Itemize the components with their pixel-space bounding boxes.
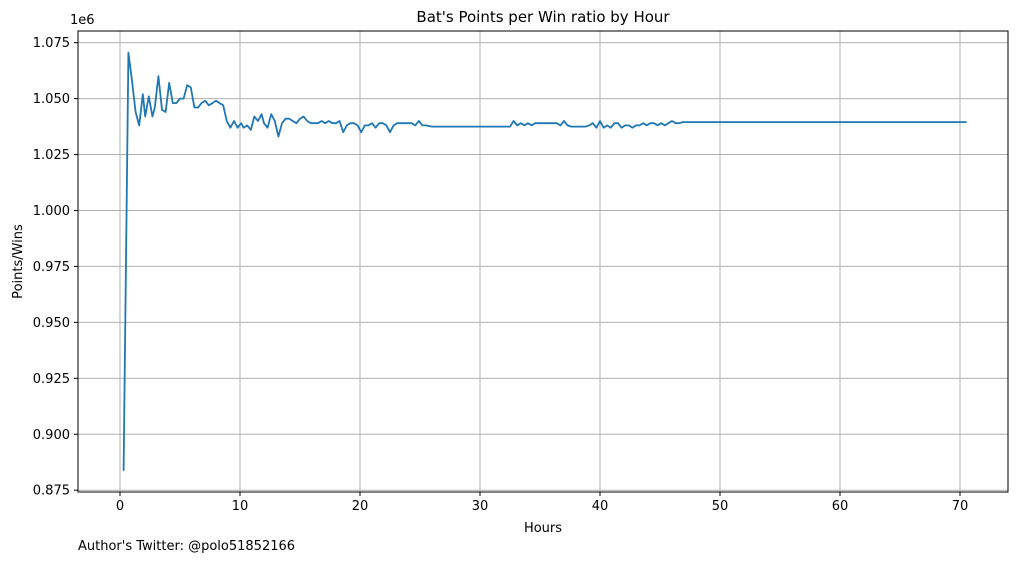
y-tick-label: 0.900 bbox=[33, 428, 70, 443]
y-tick-label: 1.000 bbox=[33, 204, 70, 219]
y-axis-title: Points/Wins bbox=[11, 224, 26, 299]
y-tick-label: 1.025 bbox=[33, 148, 70, 163]
x-tick-label: 20 bbox=[352, 499, 369, 514]
x-tick-label: 40 bbox=[592, 499, 609, 514]
x-tick-label: 60 bbox=[832, 499, 849, 514]
x-tick-label: 0 bbox=[116, 499, 124, 514]
y-tick-label: 1.050 bbox=[33, 92, 70, 107]
x-axis-title: Hours bbox=[524, 521, 562, 536]
plot-frame bbox=[77, 30, 1009, 493]
gridlines bbox=[78, 31, 1008, 492]
axis-ticks: 0 10 20 30 40 50 60 70 0.875 0.900 0.925 0.950 0.975… bbox=[33, 36, 968, 514]
series-layer bbox=[122, 51, 967, 472]
series-line bbox=[122, 51, 967, 472]
y-tick-label: 0.875 bbox=[33, 484, 70, 499]
chart-title: Bat's Points per Win ratio by Hour bbox=[416, 8, 670, 26]
y-tick-label: 1.075 bbox=[33, 36, 70, 51]
x-tick-label: 10 bbox=[232, 499, 249, 514]
x-tick-label: 70 bbox=[952, 499, 969, 514]
y-tick-label: 0.925 bbox=[33, 372, 70, 387]
author-footnote: Author's Twitter: @polo51852166 bbox=[78, 539, 295, 554]
x-tick-label: 30 bbox=[472, 499, 489, 514]
x-tick-label: 50 bbox=[712, 499, 729, 514]
y-tick-label: 0.950 bbox=[33, 316, 70, 331]
y-tick-label: 0.975 bbox=[33, 260, 70, 275]
y-axis-offset-label: 1e6 bbox=[70, 13, 95, 28]
